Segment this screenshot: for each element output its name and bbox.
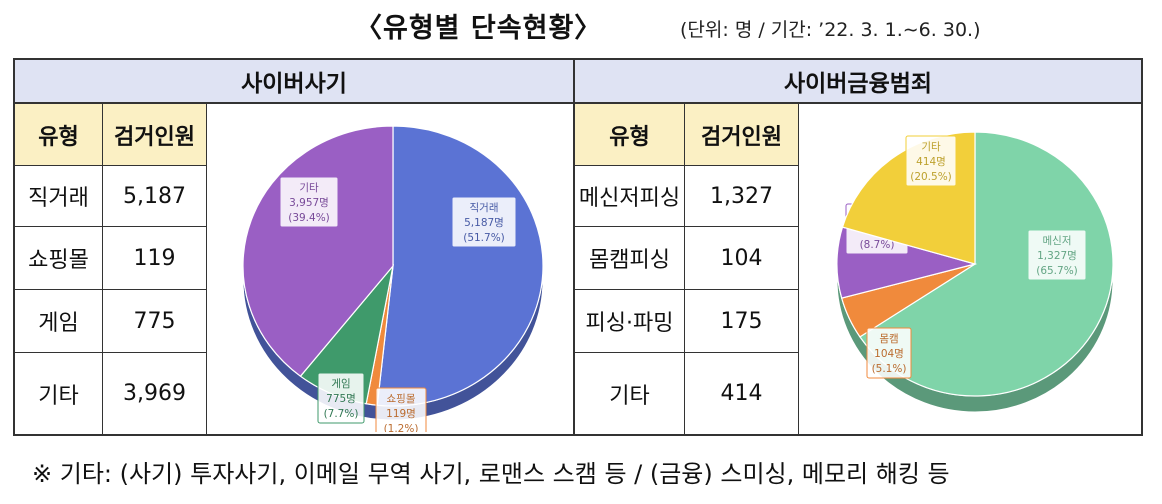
pie-label-name: 직거래 [470, 202, 499, 214]
col-count-header: 검거인원 [103, 104, 207, 166]
row-type: 직거래 [15, 166, 103, 227]
row-type: 게임 [15, 290, 103, 353]
pie-label-pct: (65.7%) [1036, 265, 1078, 277]
pie-label-value: 1,327명 [1037, 250, 1077, 262]
pie-label-1: 쇼핑몰 119명 (1.2%) [375, 387, 427, 432]
pie-label-value: 414명 [916, 156, 946, 168]
pie-label-0: 메신저 1,327명 (65.7%) [1027, 229, 1087, 281]
cyber-finance-section: 사이버금융범죄 유형 검거인원 메신저피싱 1,327 몸캠피싱 104 피싱·… [575, 60, 1141, 434]
row-count: 104 [685, 227, 799, 290]
row-count: 3,969 [103, 353, 207, 434]
cyber-fraud-heading: 사이버사기 [15, 60, 573, 104]
pie-label-pct: (20.5%) [910, 171, 952, 183]
pie-label-pct: (7.7%) [324, 408, 359, 420]
pie-label-pct: (51.7%) [463, 232, 505, 244]
pie-label-1: 몸캠 104명 (5.1%) [866, 327, 912, 379]
row-count: 414 [685, 353, 799, 434]
pie-slice-0 [859, 131, 1114, 397]
pie-label-3: 기타 414명 (20.5%) [905, 135, 957, 187]
pie-label-value: 5,187명 [464, 217, 504, 229]
col-type-header: 유형 [575, 104, 685, 166]
row-count: 5,187 [103, 166, 207, 227]
pie-label-0: 직거래 5,187명 (51.7%) [451, 196, 517, 248]
cyber-fraud-section: 사이버사기 유형 검거인원 직거래 5,187 쇼핑몰 119 게임 775 기… [15, 60, 575, 434]
pie-label-name: 메신저 [1043, 235, 1072, 247]
pie-label-pct: (39.4%) [288, 212, 330, 224]
row-count: 775 [103, 290, 207, 353]
pie-label-pct: (5.1%) [872, 363, 907, 375]
pie-label-value: 3,957명 [289, 197, 329, 209]
pie-label-value: 119명 [386, 408, 416, 420]
row-type: 기타 [15, 353, 103, 434]
pie-label-name: 기타 [921, 141, 941, 153]
pie-label-name: 기타 [299, 182, 319, 194]
col-count-header: 검거인원 [685, 104, 799, 166]
status-board: 사이버사기 유형 검거인원 직거래 5,187 쇼핑몰 119 게임 775 기… [13, 58, 1143, 436]
unit-period-note: (단위: 명 / 기간: ’22. 3. 1.∼6. 30.) [680, 19, 981, 41]
pie-label-name: 게임 [331, 377, 350, 390]
pie-label-value: 775명 [326, 393, 356, 405]
page-title: 〈유형별 단속현황〉 [355, 13, 603, 44]
row-count: 119 [103, 227, 207, 290]
cyber-fraud-pie-chart: 직거래 5,187명 (51.7%) 쇼핑몰 119명 (1.2%) 게임 775명 (7.7%… [242, 125, 544, 432]
row-type: 기타 [575, 353, 685, 434]
cyber-finance-heading: 사이버금융범죄 [575, 60, 1141, 104]
pie-label-2: 게임 775명 (7.7%) [317, 372, 365, 424]
pie-label-value: 104명 [874, 348, 904, 360]
pie-label-pct: (8.7%) [860, 239, 895, 251]
pie-label-name: 몸캠 [879, 333, 898, 345]
row-count: 1,327 [685, 166, 799, 227]
row-type: 피싱·파밍 [575, 290, 685, 353]
pie-label-3: 기타 3,957명 (39.4%) [279, 176, 339, 228]
cyber-finance-pie-chart: 메신저1,327명(65.7%)몸캠104명(5.1%)피싱·파밍175명(8.… [836, 131, 1114, 413]
row-count: 175 [685, 290, 799, 353]
col-type-header: 유형 [15, 104, 103, 166]
pie-label-pct: (1.2%) [384, 423, 419, 432]
footnote: ※ 기타: (사기) 투자사기, 이메일 무역 사기, 로맨스 스캠 등 / (… [32, 460, 950, 488]
row-type: 메신저피싱 [575, 166, 685, 227]
pie-label-name: 쇼핑몰 [387, 393, 416, 405]
row-type: 쇼핑몰 [15, 227, 103, 290]
row-type: 몸캠피싱 [575, 227, 685, 290]
pie-slice-0 [376, 125, 544, 407]
